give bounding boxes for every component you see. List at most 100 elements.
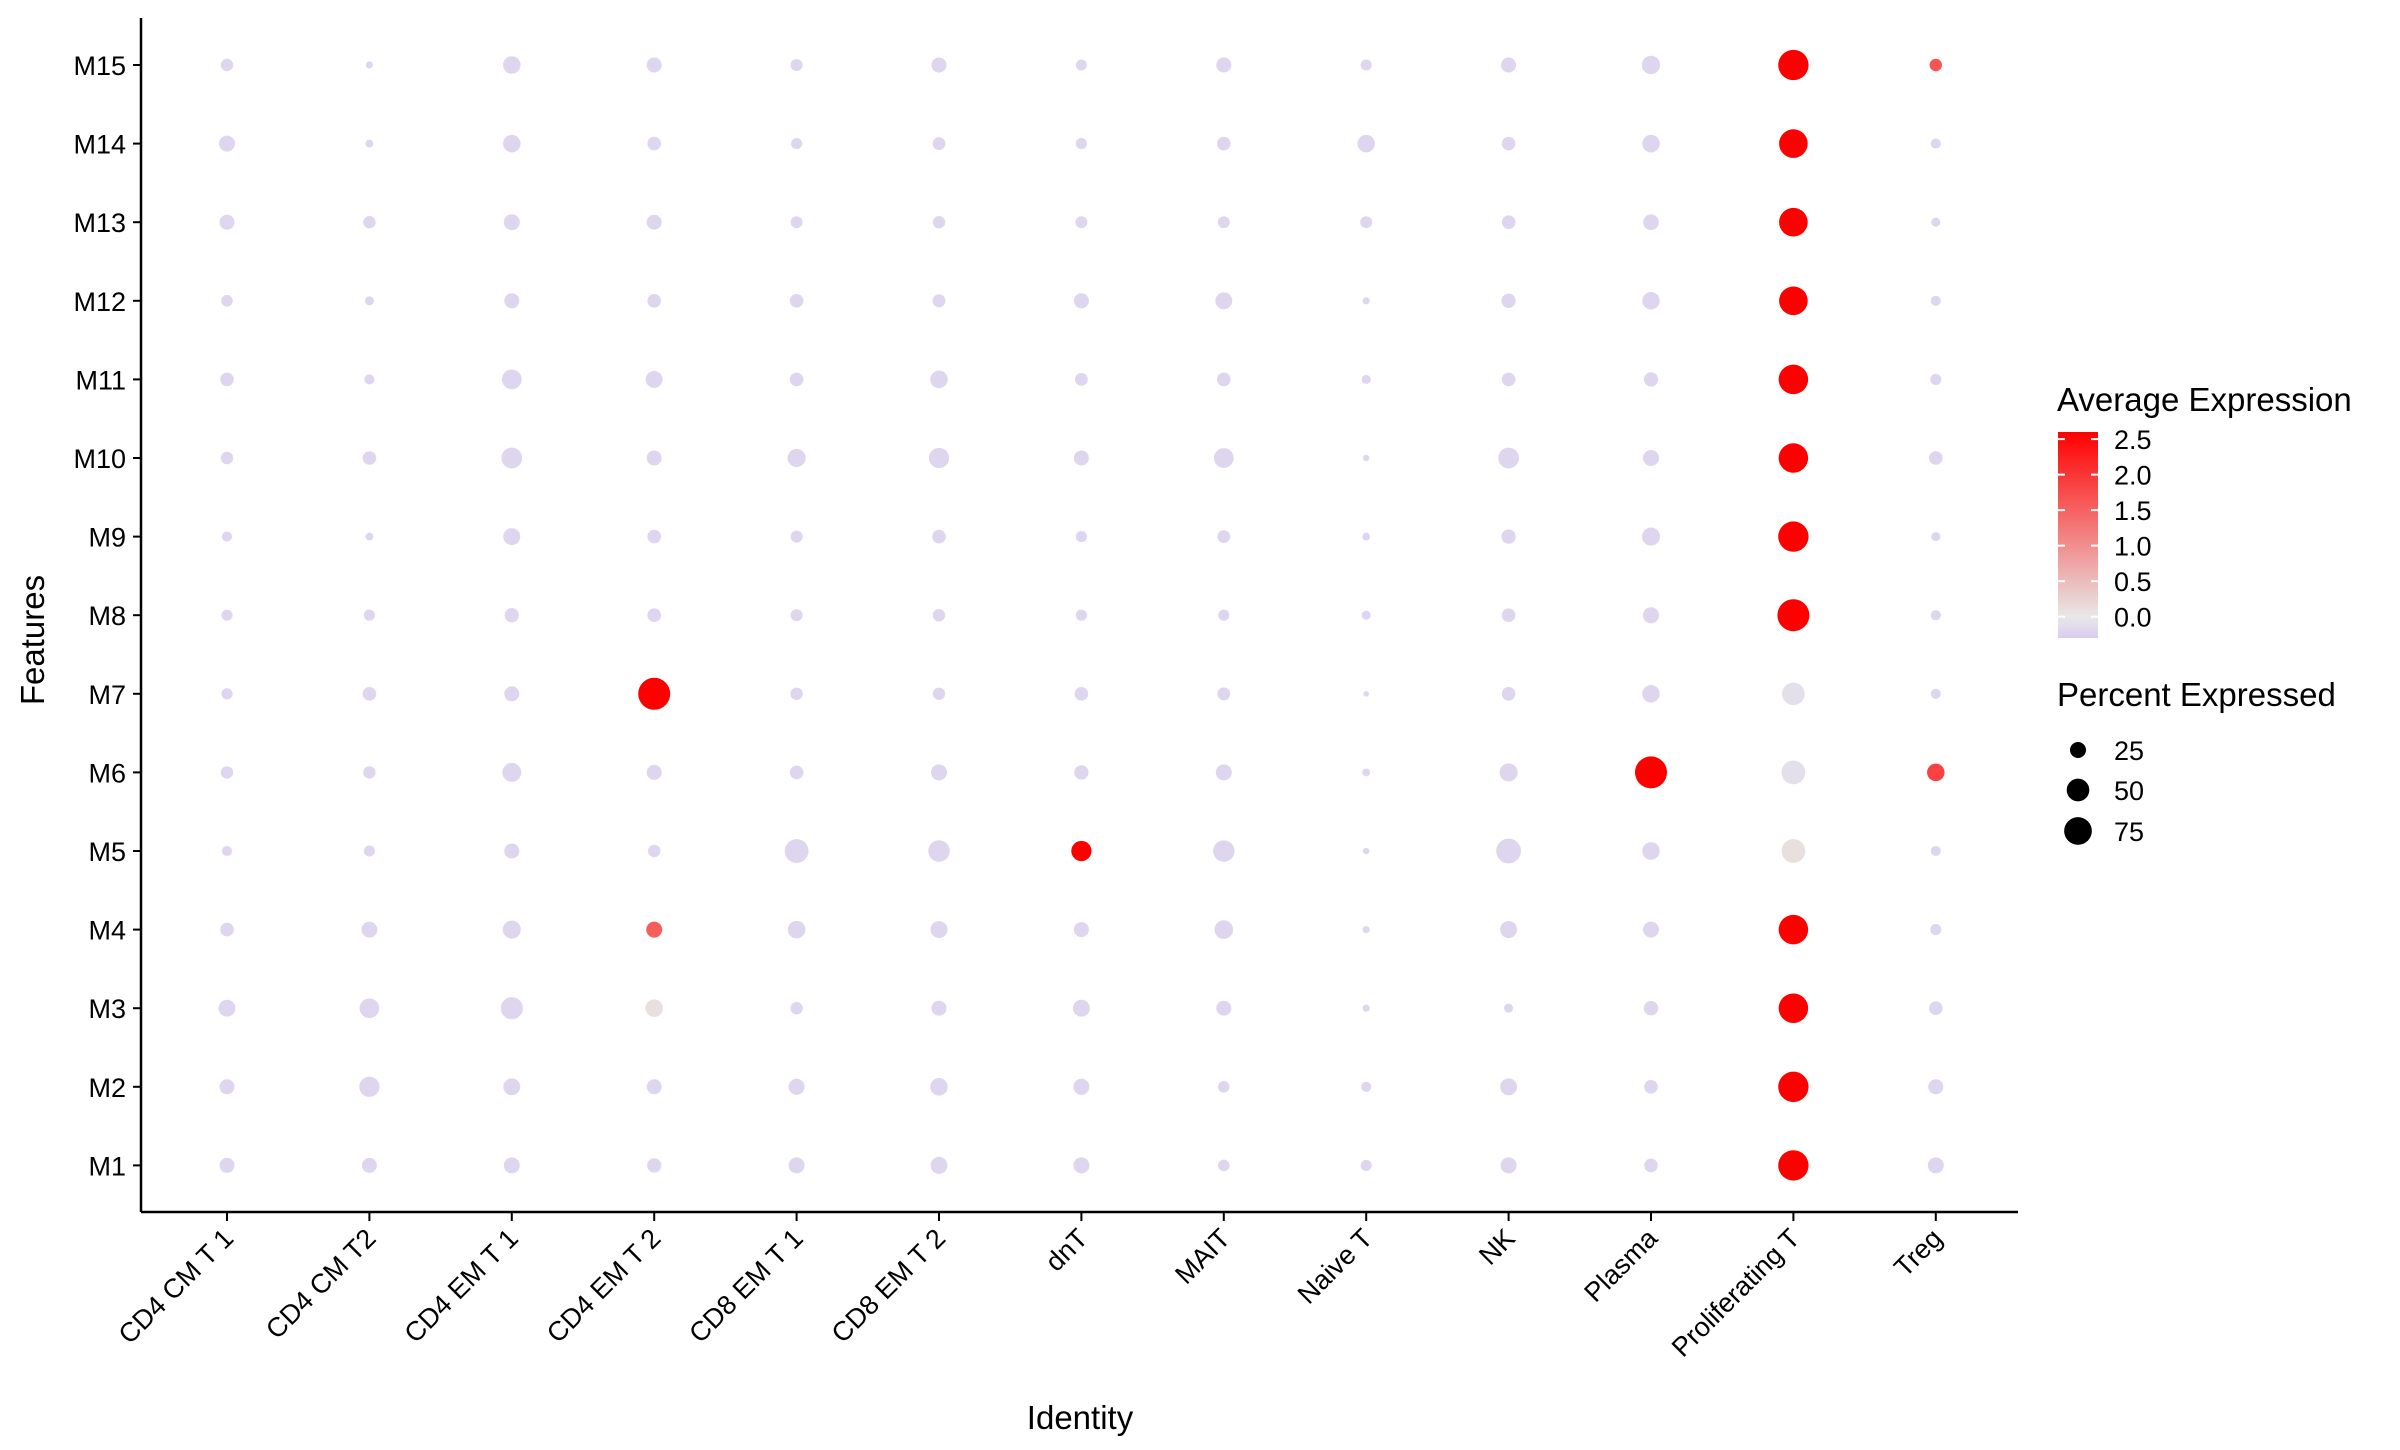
dot-m10-naive-t	[1363, 454, 1370, 462]
dot-m9-cd4-em-t-2	[647, 529, 661, 544]
y-tick-label-m1: M1	[88, 1151, 126, 1181]
dot-m4-cd4-cm-t2	[361, 921, 378, 938]
dot-m9-treg	[1931, 532, 1941, 542]
dot-m5-cd4-em-t-1	[504, 843, 520, 859]
dot-m7-mait	[1217, 687, 1231, 701]
size-legend-items: 25 50 75	[2064, 736, 2144, 847]
dot-m12-cd8-em-t-1	[789, 294, 804, 308]
dot-m3-cd8-em-t-2	[931, 1000, 947, 1016]
dot-m12-mait	[1215, 292, 1233, 310]
size-legend-dot-25	[2070, 742, 2086, 758]
dot-m13-cd4-em-t-1	[503, 214, 520, 231]
dot-m15-cd8-em-t-1	[790, 59, 803, 71]
dot-m6-cd8-em-t-2	[931, 764, 947, 781]
dot-m15-naive-t	[1360, 59, 1372, 71]
dot-m3-mait	[1216, 1000, 1232, 1016]
color-legend-title: Average Expression	[2057, 381, 2352, 418]
dot-m13-plasma	[1643, 214, 1659, 231]
color-legend-ticks: 0.0 0.5 1.0 1.5 2.0 2.5	[2058, 425, 2152, 633]
dot-m10-cd4-em-t-2	[646, 450, 662, 466]
dot-m7-dnt	[1074, 687, 1089, 701]
dot-m12-cd4-em-t-2	[647, 294, 661, 308]
dot-m9-cd4-cm-t-1	[221, 531, 233, 542]
dot-m8-dnt	[1075, 609, 1087, 621]
dot-m15-cd4-em-t-1	[503, 56, 521, 74]
dot-m12-nk	[1501, 293, 1516, 308]
dot-m13-cd4-em-t-2	[646, 214, 662, 230]
y-tick-label-m4: M4	[88, 916, 126, 946]
dot-m12-dnt	[1073, 293, 1089, 309]
dot-m14-cd4-em-t-1	[503, 134, 521, 153]
dot-m13-naive-t	[1360, 216, 1373, 229]
x-tick-label-cd8-em-t-1: CD8 EM T 1	[683, 1223, 809, 1349]
dot-m15-dnt	[1075, 59, 1087, 71]
dot-m5-cd4-em-t-2	[648, 844, 661, 858]
dot-m5-naive-t	[1363, 847, 1370, 855]
dot-m8-cd8-em-t-1	[790, 609, 803, 622]
dot-m15-cd4-cm-t-1	[220, 58, 234, 72]
dot-m15-cd8-em-t-2	[931, 57, 947, 73]
dot-m10-dnt	[1073, 450, 1089, 466]
dot-m8-proliferating-t	[1777, 599, 1810, 632]
dot-m11-cd4-cm-t-1	[220, 372, 234, 387]
dot-m5-cd8-em-t-1	[784, 839, 809, 863]
dot-m12-cd4-cm-t-1	[221, 295, 233, 307]
x-tick-label-naive-t: Naive T	[1292, 1223, 1379, 1310]
dot-m6-proliferating-t	[1781, 760, 1806, 785]
dot-m14-cd8-em-t-2	[932, 137, 946, 151]
dot-m1-nk	[1500, 1157, 1517, 1174]
dot-m14-naive-t	[1357, 134, 1375, 153]
size-legend-label-75: 75	[2114, 817, 2144, 847]
dot-m6-nk	[1499, 763, 1518, 782]
color-tick-label-5: 2.5	[2114, 425, 2152, 455]
dot-m7-cd4-cm-t2	[362, 687, 377, 701]
dot-m13-cd4-cm-t2	[363, 216, 376, 229]
dot-m11-cd4-em-t-1	[501, 369, 522, 390]
dot-m2-proliferating-t	[1778, 1071, 1809, 1102]
dot-m9-plasma	[1641, 527, 1661, 546]
y-tick-label-m2: M2	[88, 1073, 126, 1103]
dot-m7-cd4-em-t-1	[504, 686, 520, 702]
dot-m8-mait	[1218, 609, 1230, 621]
y-tick-label-m14: M14	[73, 130, 126, 160]
dot-m15-plasma	[1641, 55, 1661, 75]
y-tick-label-m12: M12	[73, 287, 126, 317]
dot-m6-naive-t	[1362, 768, 1371, 777]
dot-m14-dnt	[1075, 138, 1087, 150]
dot-m10-proliferating-t	[1778, 443, 1809, 473]
dot-m11-cd8-em-t-1	[789, 372, 804, 387]
y-tick-label-m9: M9	[88, 523, 126, 553]
dot-m3-cd8-em-t-1	[790, 1002, 803, 1015]
y-tick-label-m6: M6	[88, 758, 126, 788]
dot-m2-nk	[1500, 1078, 1518, 1096]
dot-m8-plasma	[1643, 607, 1659, 624]
dot-m12-proliferating-t	[1779, 286, 1808, 316]
dot-m14-cd4-em-t-2	[647, 136, 661, 151]
dot-m8-cd4-cm-t2	[363, 609, 375, 621]
dot-m3-cd4-em-t-2	[645, 999, 663, 1017]
dot-m1-treg	[1927, 1157, 1944, 1174]
dot-m2-naive-t	[1361, 1081, 1372, 1092]
dot-m13-mait	[1217, 216, 1230, 229]
dot-m12-naive-t	[1362, 297, 1370, 305]
dot-m5-cd4-cm-t2	[363, 845, 375, 857]
dot-m11-cd8-em-t-2	[930, 370, 948, 389]
x-tick-label-cd4-em-t-1: CD4 EM T 1	[398, 1223, 524, 1349]
color-tick-label-0: 0.0	[2114, 603, 2152, 633]
dot-m1-cd4-em-t-1	[503, 1157, 520, 1174]
dot-m7-plasma	[1642, 685, 1660, 703]
dot-m14-proliferating-t	[1779, 129, 1808, 158]
dot-m11-proliferating-t	[1778, 364, 1809, 395]
dot-m7-cd4-cm-t-1	[221, 688, 233, 700]
x-tick-label-cd8-em-t-2: CD8 EM T 2	[826, 1223, 952, 1349]
dot-m8-cd4-em-t-2	[647, 608, 661, 622]
dot-m10-cd8-em-t-2	[928, 447, 950, 469]
dot-m13-nk	[1501, 215, 1516, 229]
dot-m1-cd4-cm-t-1	[219, 1157, 235, 1173]
dot-m6-treg	[1927, 763, 1945, 782]
dot-m4-plasma	[1643, 921, 1659, 938]
dot-m1-proliferating-t	[1778, 1150, 1809, 1181]
dot-m4-dnt	[1073, 922, 1089, 938]
